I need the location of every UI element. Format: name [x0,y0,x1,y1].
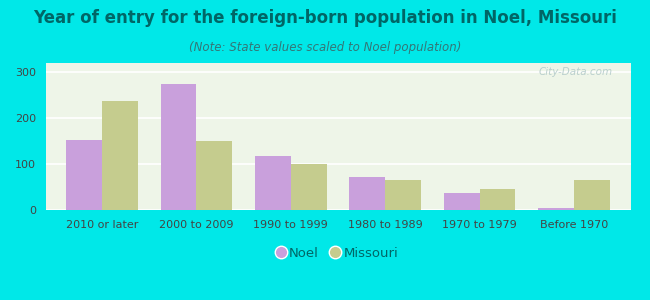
Text: (Note: State values scaled to Noel population): (Note: State values scaled to Noel popul… [188,40,462,53]
Bar [291,164,327,210]
Bar [161,84,196,210]
Bar [480,189,515,210]
Bar [574,180,610,210]
Bar [385,180,421,210]
Text: City-Data.com: City-Data.com [539,68,613,77]
Bar [196,141,232,210]
Bar [538,208,574,210]
Bar [444,193,480,210]
Bar [255,156,291,210]
Text: Year of entry for the foreign-born population in Noel, Missouri: Year of entry for the foreign-born popul… [33,9,617,27]
Legend: Noel, Missouri: Noel, Missouri [272,242,404,265]
Bar [66,140,102,210]
Bar [102,101,138,210]
Bar [349,177,385,210]
